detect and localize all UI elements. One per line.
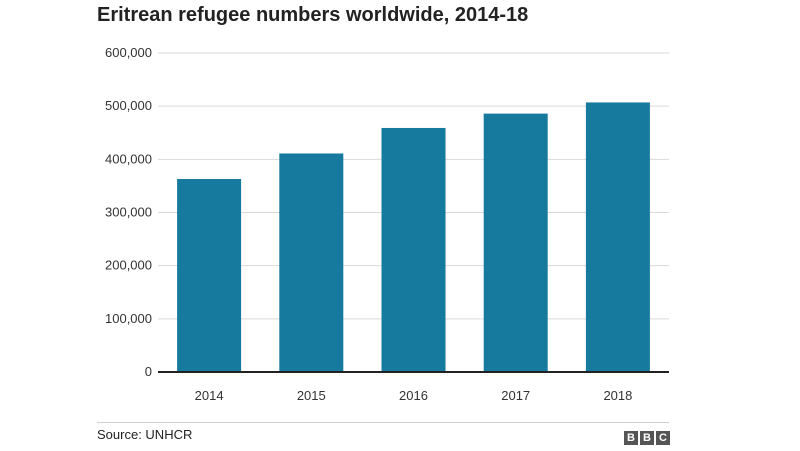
chart-title: Eritrean refugee numbers worldwide, 2014… [97,4,529,26]
x-tick-label: 2017 [501,388,530,403]
bar-2018 [585,102,650,372]
x-tick-label: 2016 [399,388,428,403]
y-tick-label: 500,000 [105,98,152,113]
source-note: Source: UNHCR [97,427,193,442]
bbc-logo-letter: B [624,431,638,445]
bar-2016 [381,127,446,372]
x-tick-label: 2015 [297,388,326,403]
bar-2014 [177,179,242,372]
x-axis-labels: 2014 2015 2016 2017 2018 [195,388,633,403]
y-tick-label: 100,000 [105,311,152,326]
y-axis-labels: 0 100,000 200,000 300,000 400,000 500,000 600,… [105,45,152,379]
y-tick-label: 300,000 [105,205,152,220]
y-tick-label: 600,000 [105,45,152,60]
bar-2015 [279,153,344,372]
x-tick-label: 2014 [195,388,224,403]
footer-divider [97,422,669,423]
y-tick-label: 200,000 [105,258,152,273]
bbc-logo: B B C [624,431,670,445]
y-tick-label: 0 [145,364,152,379]
bar-chart: 0 100,000 200,000 300,000 400,000 500,000 600,… [105,45,669,403]
bars [177,102,650,373]
bbc-logo-letter: B [640,431,654,445]
bbc-logo-letter: C [656,431,670,445]
y-tick-label: 400,000 [105,151,152,166]
x-tick-label: 2018 [603,388,632,403]
bar-2017 [483,113,548,373]
